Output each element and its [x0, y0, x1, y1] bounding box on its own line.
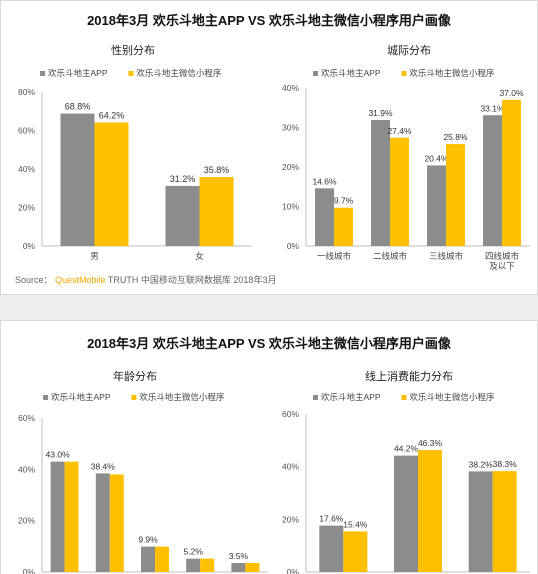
source-note: Source： QuestMobile TRUTH 中国移动互联网数据库 201…	[15, 273, 276, 286]
panel-separator	[0, 295, 538, 320]
report-panel-top: 2018年3月 欢乐斗地主APP VS 欢乐斗地主微信小程序用户画像 Sourc…	[0, 0, 538, 295]
report-panel-bottom: 2018年3月 欢乐斗地主APP VS 欢乐斗地主微信小程序用户画像	[0, 320, 538, 574]
report-title: 2018年3月 欢乐斗地主APP VS 欢乐斗地主微信小程序用户画像	[87, 13, 451, 28]
source-brand: QuestMobile	[55, 275, 106, 285]
source-rest: TRUTH 中国移动互联网数据库 2018年3月	[107, 275, 277, 285]
report-title: 2018年3月 欢乐斗地主APP VS 欢乐斗地主微信小程序用户画像	[87, 336, 451, 351]
source-prefix: Source：	[15, 275, 53, 285]
